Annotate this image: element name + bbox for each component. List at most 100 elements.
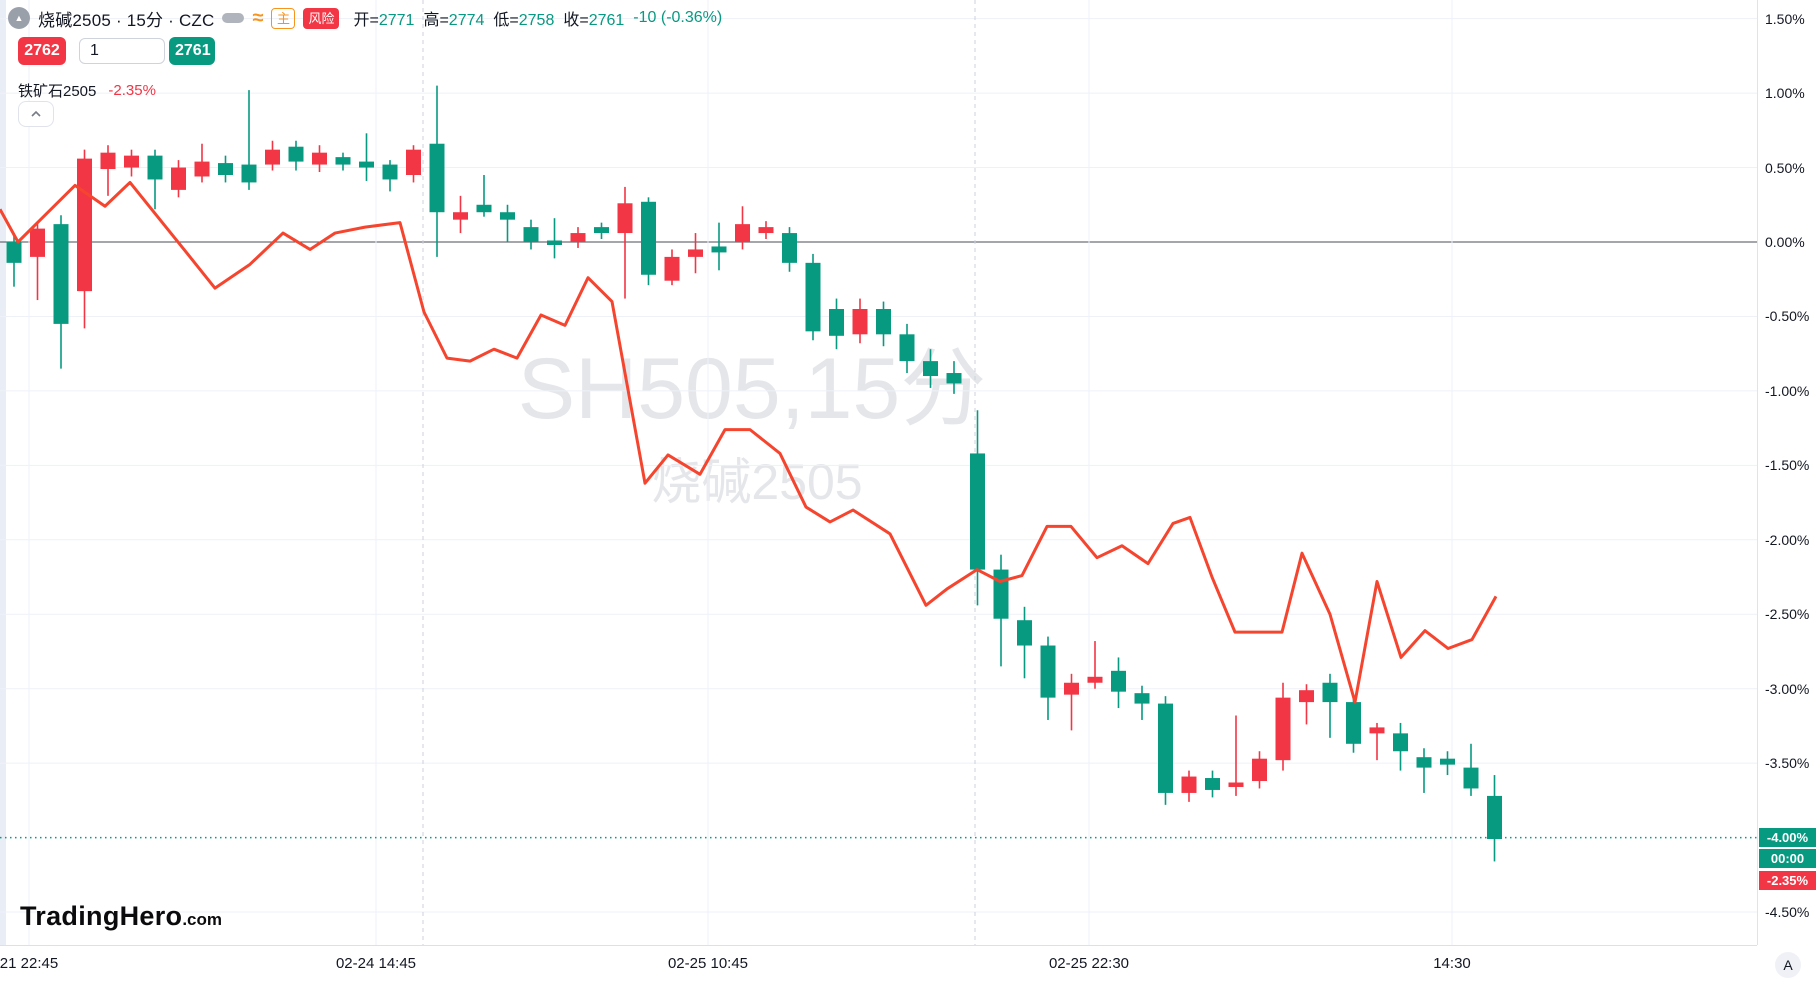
price-axis-label: -2.50% <box>1765 606 1810 623</box>
chevron-up-icon <box>31 111 41 117</box>
candle <box>1463 743 1479 796</box>
time-axis-label: 21 22:45 <box>0 955 59 972</box>
horizontal-gridlines <box>0 18 1757 913</box>
candle <box>218 155 233 183</box>
candle <box>476 174 492 217</box>
price-axis-label: 1.00% <box>1765 85 1805 102</box>
candle <box>1040 636 1056 720</box>
price-axis-label: 0.00% <box>1765 234 1805 250</box>
vertical-gridlines <box>28 0 1453 945</box>
buy-button[interactable]: 2761 <box>169 37 215 65</box>
low-label: 低= <box>493 12 519 29</box>
candle <box>53 215 69 369</box>
candle <box>547 218 562 259</box>
candle <box>1111 657 1126 709</box>
candle <box>1275 682 1291 771</box>
candle <box>1228 715 1244 796</box>
high-label: 高= <box>423 12 449 29</box>
candle <box>124 149 139 177</box>
candle <box>359 133 374 181</box>
chart-canvas[interactable] <box>0 0 1757 945</box>
candle <box>946 361 962 394</box>
time-axis[interactable]: 21 22:45 02-24 14:45 02-25 10:45 02-25 22:3… <box>0 945 1757 984</box>
candle <box>523 219 539 250</box>
candle <box>1087 641 1103 689</box>
change-value: -10 (-0.36%) <box>633 9 723 26</box>
collapse-legend-button[interactable] <box>18 101 54 127</box>
candle <box>899 323 915 374</box>
price-axis-label: 1.50% <box>1765 10 1805 27</box>
candle <box>312 145 327 173</box>
ohlc-readout: 开=2771 高=2774 低=2758 收=2761 -10 (-0.36%) <box>353 6 722 30</box>
price-axis-label: -4.50% <box>1765 904 1810 921</box>
open-label: 开= <box>353 12 379 29</box>
logo-brand: TradingHero <box>20 901 183 931</box>
candle <box>852 298 868 344</box>
sell-button[interactable]: 2762 <box>18 37 66 65</box>
candle <box>1322 673 1338 738</box>
price-axis-label: -1.50% <box>1765 457 1810 474</box>
candle <box>1205 770 1220 798</box>
left-scroll-strip <box>0 0 6 984</box>
candle <box>1346 694 1361 753</box>
overlay-value-badge: -2.35% <box>1759 870 1816 890</box>
candle <box>993 554 1009 667</box>
overlay-legend-row[interactable]: 铁矿石2505 -2.35% <box>18 80 156 101</box>
candlestick-series <box>6 85 1502 862</box>
candle <box>1158 696 1173 805</box>
candle <box>970 410 985 606</box>
candle <box>77 149 92 329</box>
candle <box>1181 770 1197 802</box>
time-axis-label: 02-25 22:30 <box>1048 955 1130 972</box>
time-axis-label: 14:30 <box>1433 955 1471 972</box>
candle <box>100 145 116 196</box>
close-value: 2761 <box>588 12 625 29</box>
candle <box>664 249 680 286</box>
risk-badge[interactable]: 风险 <box>303 7 340 29</box>
candle <box>758 221 774 240</box>
price-axis[interactable]: -4.00% 00:00 -2.35% 1.50% 1.00% 0.50% 0.00%… <box>1757 0 1816 945</box>
quantity-input[interactable] <box>79 38 165 64</box>
high-value: 2774 <box>448 12 485 29</box>
approx-icon[interactable]: ≈ <box>252 7 264 29</box>
candle <box>265 140 280 171</box>
candle <box>1440 751 1455 776</box>
price-axis-label: -1.00% <box>1765 382 1810 399</box>
candle <box>1299 684 1314 725</box>
candle <box>1487 775 1502 862</box>
time-axis-label: 02-24 14:45 <box>335 955 417 972</box>
logo-suffix: .com <box>182 910 223 929</box>
candle <box>876 301 891 347</box>
candle <box>171 160 186 198</box>
candle <box>453 195 468 234</box>
overlay-line-series <box>0 180 1498 704</box>
candle <box>1416 748 1432 793</box>
candle <box>735 206 750 250</box>
candle <box>500 204 515 242</box>
candle <box>1017 606 1032 679</box>
legend-pill-icon[interactable] <box>222 13 245 23</box>
candle <box>688 233 703 274</box>
candle <box>617 186 633 299</box>
candle <box>570 227 586 248</box>
watermark-name: 烧碱2505 <box>651 454 863 510</box>
candle <box>6 233 22 287</box>
price-axis-label: 0.50% <box>1765 159 1805 176</box>
symbol-legend: ▲ 烧碱2505 · 15分 · CZC ≈ 主 风险 开=2771 高=277… <box>8 6 722 30</box>
price-axis-label: -3.00% <box>1765 680 1810 697</box>
candle <box>194 143 210 183</box>
price-axis-label: -2.00% <box>1765 531 1810 548</box>
price-axis-label: -0.50% <box>1765 308 1810 325</box>
overlay-symbol-name: 铁矿石2505 <box>18 83 97 100</box>
candle <box>288 140 304 171</box>
candle <box>335 152 351 171</box>
candle <box>406 145 421 183</box>
symbol-title: 烧碱2505 · 15分 · CZC <box>38 10 215 30</box>
bar-countdown-badge: 00:00 <box>1759 848 1816 868</box>
candle <box>782 227 797 272</box>
candle <box>1134 685 1150 720</box>
font-size-button[interactable]: A <box>1775 952 1801 978</box>
time-axis-label: 02-25 10:45 <box>667 955 749 972</box>
main-contract-badge[interactable]: 主 <box>271 7 296 29</box>
